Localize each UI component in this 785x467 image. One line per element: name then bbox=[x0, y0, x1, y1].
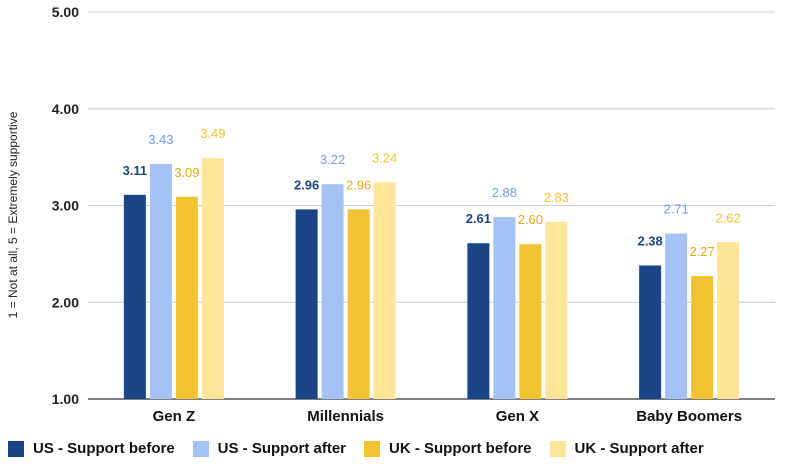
bar bbox=[691, 276, 714, 399]
y-tick-label: 5.00 bbox=[52, 4, 79, 20]
legend-swatch bbox=[192, 440, 209, 457]
bar bbox=[717, 242, 740, 399]
bar bbox=[201, 158, 224, 399]
bar bbox=[639, 265, 662, 399]
x-category-label: Millennials bbox=[307, 408, 384, 425]
legend-item: UK - Support after bbox=[549, 440, 704, 457]
bar-chart: 1.00 2.00 3.00 4.00 5.00 1 = Not at all, 5 =… bbox=[6, 4, 775, 425]
bar bbox=[321, 184, 344, 399]
y-axis-label: 1 = Not at all, 5 = Extremely supportive bbox=[6, 111, 20, 318]
y-tick-label: 4.00 bbox=[52, 101, 79, 117]
data-label: 2.60 bbox=[518, 212, 543, 227]
data-label: 3.43 bbox=[148, 132, 173, 147]
bar bbox=[149, 163, 172, 399]
legend-label: UK - Support after bbox=[574, 440, 704, 457]
legend-label: US - Support before bbox=[33, 440, 175, 457]
legend-item: US - Support after bbox=[192, 440, 347, 457]
bar bbox=[373, 182, 396, 399]
bar bbox=[123, 194, 146, 399]
data-label: 3.49 bbox=[200, 126, 225, 141]
data-label: 2.61 bbox=[466, 211, 491, 226]
legend-swatch bbox=[549, 440, 566, 457]
x-category-label: Gen Z bbox=[153, 408, 196, 425]
legend-swatch bbox=[364, 440, 381, 457]
bar bbox=[665, 233, 688, 399]
data-label: 2.38 bbox=[637, 233, 662, 248]
bar bbox=[545, 221, 568, 399]
data-label: 3.11 bbox=[123, 163, 148, 178]
y-tick-label: 2.00 bbox=[52, 294, 79, 310]
data-label: 2.88 bbox=[492, 185, 517, 200]
legend-swatch bbox=[8, 440, 24, 457]
legend: US - Support before US - Support after UK … bbox=[8, 440, 722, 457]
data-label: 2.96 bbox=[294, 177, 319, 192]
data-label: 2.71 bbox=[663, 202, 688, 217]
legend-label: US - Support after bbox=[217, 440, 347, 457]
legend-item: US - Support before bbox=[8, 440, 175, 457]
data-label: 3.22 bbox=[320, 152, 345, 167]
bars bbox=[123, 158, 740, 399]
data-label: 2.96 bbox=[346, 177, 371, 192]
bar bbox=[347, 209, 370, 399]
data-labels: 3.113.433.093.492.963.222.963.242.612.88… bbox=[123, 126, 741, 259]
bar bbox=[295, 209, 318, 399]
y-tick-label: 3.00 bbox=[52, 198, 79, 214]
bar bbox=[519, 244, 542, 399]
data-label: 2.83 bbox=[544, 190, 569, 205]
legend-item: UK - Support before bbox=[364, 440, 532, 457]
data-label: 3.09 bbox=[174, 165, 199, 180]
bar bbox=[175, 196, 198, 399]
x-category-label: Gen X bbox=[496, 408, 539, 425]
data-label: 2.62 bbox=[715, 210, 740, 225]
x-axis-categories: Gen Z Millennials Gen X Baby Boomers bbox=[153, 408, 742, 425]
bar bbox=[493, 217, 516, 399]
y-axis-ticks: 1.00 2.00 3.00 4.00 5.00 bbox=[52, 4, 79, 407]
legend-label: UK - Support before bbox=[389, 440, 532, 457]
bar bbox=[467, 243, 490, 399]
y-tick-label: 1.00 bbox=[52, 391, 79, 407]
x-category-label: Baby Boomers bbox=[636, 408, 742, 425]
data-label: 2.27 bbox=[689, 244, 714, 259]
data-label: 3.24 bbox=[372, 150, 397, 165]
